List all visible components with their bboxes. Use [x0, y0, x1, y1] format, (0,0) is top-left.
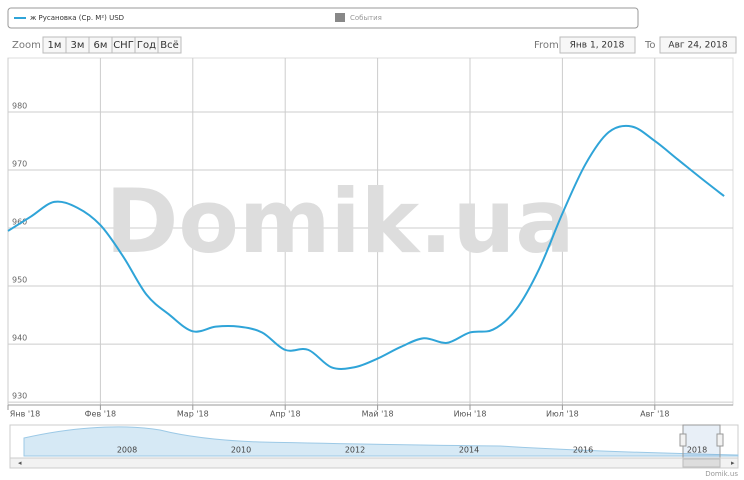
zoom-button-label[interactable]: 1м — [48, 40, 62, 51]
scroll-left[interactable]: ◂ — [18, 459, 22, 467]
navigator-label: 2016 — [573, 446, 593, 455]
y-tick-label: 960 — [12, 218, 27, 227]
navigator-window[interactable] — [682, 424, 721, 459]
zoom-button-label[interactable]: Всё — [160, 40, 179, 51]
y-tick-label: 940 — [12, 334, 27, 343]
navigator-area — [23, 426, 739, 457]
y-tick-label: 980 — [12, 101, 27, 110]
scrollbar[interactable] — [9, 457, 739, 469]
legend-events-marker — [335, 13, 345, 22]
x-tick-label: Янв '18 — [10, 410, 40, 419]
navigator-label: 2008 — [117, 446, 137, 455]
from-label: From — [534, 40, 559, 51]
x-tick-label: Июл '18 — [546, 410, 579, 419]
x-tick-label: Май '18 — [362, 410, 394, 419]
navigator-label: 2010 — [231, 446, 251, 455]
y-tick-label: 970 — [12, 159, 27, 168]
zoom-button-label[interactable]: Год — [137, 40, 156, 51]
watermark: Domik.ua — [105, 170, 574, 273]
navigator-label: 2012 — [345, 446, 365, 455]
zoom-button[interactable] — [157, 36, 182, 54]
navigator-handle[interactable] — [679, 433, 687, 447]
zoom-button-label[interactable]: СНГ — [113, 40, 134, 51]
x-tick-label: Авг '18 — [640, 410, 669, 419]
x-tick-label: Июн '18 — [454, 410, 487, 419]
x-tick-label: Мар '18 — [177, 410, 209, 419]
y-tick-label: 950 — [12, 276, 27, 285]
scrollbar-thumb[interactable] — [682, 458, 721, 468]
legend-box — [7, 7, 639, 29]
to-label: To — [644, 40, 656, 51]
to-input[interactable] — [659, 36, 737, 54]
y-tick-label: 930 — [12, 392, 27, 401]
from-input[interactable] — [559, 36, 636, 54]
credits[interactable]: Domik.us — [705, 470, 738, 478]
zoom-label: Zoom — [12, 40, 41, 51]
legend-label[interactable]: ж Русановка (Ср. М²) USD — [30, 14, 124, 22]
navigator-label: 2018 — [687, 446, 707, 455]
legend-events-label[interactable]: События — [350, 14, 382, 22]
scroll-right[interactable]: ▸ — [731, 459, 735, 467]
navigator-label: 2014 — [459, 446, 479, 455]
series-line — [7, 124, 725, 370]
zoom-button-label[interactable]: 3м — [71, 40, 85, 51]
from-value[interactable]: Янв 1, 2018 — [570, 41, 625, 51]
x-tick-label: Апр '18 — [270, 410, 301, 419]
x-tick-label: Фев '18 — [85, 410, 116, 419]
to-value[interactable]: Авг 24, 2018 — [668, 41, 727, 51]
navigator-handle[interactable] — [716, 433, 724, 447]
zoom-button-label[interactable]: 6м — [94, 40, 108, 51]
